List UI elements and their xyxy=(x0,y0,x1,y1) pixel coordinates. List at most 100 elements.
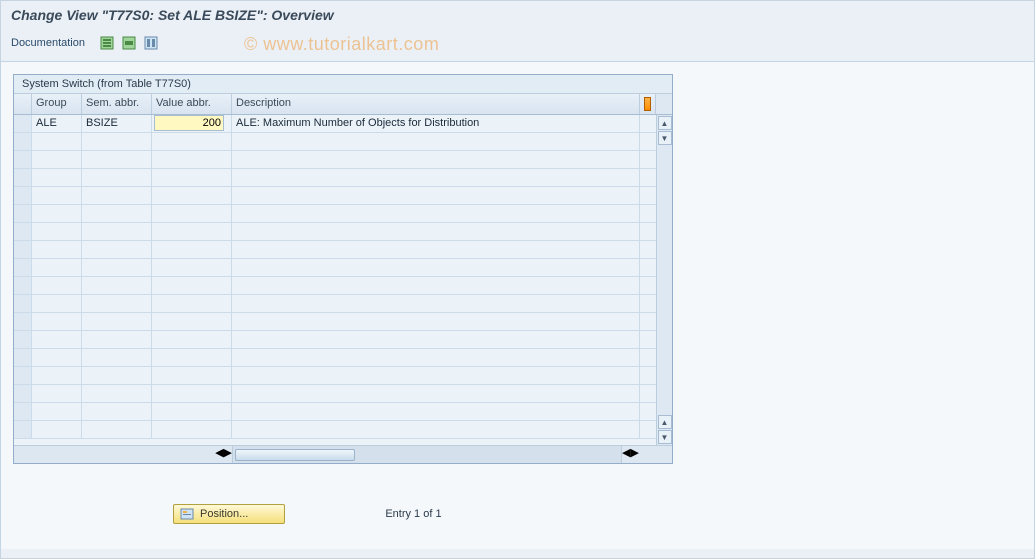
table-row[interactable] xyxy=(14,277,672,295)
cell-description xyxy=(232,169,640,186)
table-settings-button[interactable] xyxy=(640,94,656,114)
position-button[interactable]: Position... xyxy=(173,504,285,524)
cell-sem-abbr xyxy=(82,421,152,438)
select-all-column[interactable] xyxy=(14,94,32,114)
row-selector[interactable] xyxy=(14,349,32,366)
cell-value-abbr xyxy=(152,133,232,150)
table-panel: System Switch (from Table T77S0) Group S… xyxy=(13,74,673,464)
cell-group xyxy=(32,241,82,258)
cell-sem-abbr xyxy=(82,331,152,348)
scroll-right-full-icon[interactable]: ▶ xyxy=(630,446,638,463)
table-row[interactable] xyxy=(14,223,672,241)
cell-value-abbr xyxy=(152,385,232,402)
cell-group xyxy=(32,349,82,366)
scroll-left-full-icon[interactable]: ◀ xyxy=(215,446,223,463)
cell-sem-abbr xyxy=(82,169,152,186)
row-selector[interactable] xyxy=(14,259,32,276)
cell-group xyxy=(32,133,82,150)
scroll-down-icon[interactable]: ▼ xyxy=(658,430,672,444)
toolbar: Documentation xyxy=(1,31,1034,62)
cell-description xyxy=(232,331,640,348)
cell-value-abbr xyxy=(152,421,232,438)
cell-description xyxy=(232,259,640,276)
cell-sem-abbr xyxy=(82,403,152,420)
table-row[interactable] xyxy=(14,241,672,259)
row-selector[interactable] xyxy=(14,241,32,258)
cell-group xyxy=(32,259,82,276)
table-row[interactable]: ALEBSIZEALE: Maximum Number of Objects f… xyxy=(14,115,672,133)
cell-description xyxy=(232,385,640,402)
table-row[interactable] xyxy=(14,205,672,223)
table-row[interactable] xyxy=(14,151,672,169)
table-row[interactable] xyxy=(14,133,672,151)
horizontal-scrollbar[interactable] xyxy=(232,446,622,463)
column-description[interactable]: Description xyxy=(232,94,640,114)
cell-sem-abbr xyxy=(82,187,152,204)
scroll-right-step-icon[interactable]: ▶ xyxy=(224,446,232,463)
table-row[interactable] xyxy=(14,421,672,439)
cell-group: ALE xyxy=(32,115,82,132)
row-selector[interactable] xyxy=(14,223,32,240)
cell-value-abbr xyxy=(152,187,232,204)
page-title: Change View "T77S0: Set ALE BSIZE": Over… xyxy=(1,1,1034,31)
row-selector[interactable] xyxy=(14,151,32,168)
position-icon xyxy=(180,507,194,521)
row-selector[interactable] xyxy=(14,205,32,222)
cell-description xyxy=(232,367,640,384)
cell-value-abbr xyxy=(152,151,232,168)
value-abbr-input[interactable] xyxy=(154,115,224,131)
column-value-abbr[interactable]: Value abbr. xyxy=(152,94,232,114)
table-row[interactable] xyxy=(14,313,672,331)
table-row[interactable] xyxy=(14,169,672,187)
vertical-scrollbar[interactable]: ▲ ▼ ▲ ▼ xyxy=(656,115,672,445)
row-selector[interactable] xyxy=(14,169,32,186)
cell-group xyxy=(32,313,82,330)
position-button-label: Position... xyxy=(200,508,248,520)
row-selector[interactable] xyxy=(14,385,32,402)
table-row[interactable] xyxy=(14,331,672,349)
cell-description xyxy=(232,133,640,150)
scroll-left-step-icon[interactable]: ◀ xyxy=(622,446,630,463)
cell-value-abbr xyxy=(152,403,232,420)
scroll-up-icon[interactable]: ▲ xyxy=(658,116,672,130)
table-row[interactable] xyxy=(14,259,672,277)
row-selector[interactable] xyxy=(14,187,32,204)
row-selector[interactable] xyxy=(14,331,32,348)
row-selector[interactable] xyxy=(14,421,32,438)
documentation-link[interactable]: Documentation xyxy=(11,37,85,49)
cell-description xyxy=(232,187,640,204)
collapse-all-icon[interactable] xyxy=(121,35,137,51)
cell-description xyxy=(232,205,640,222)
cell-group xyxy=(32,205,82,222)
column-sem-abbr[interactable]: Sem. abbr. xyxy=(82,94,152,114)
row-selector[interactable] xyxy=(14,115,32,132)
table-row[interactable] xyxy=(14,187,672,205)
table-body: ALEBSIZEALE: Maximum Number of Objects f… xyxy=(14,115,672,445)
select-all-icon[interactable] xyxy=(143,35,159,51)
table-row[interactable] xyxy=(14,295,672,313)
cell-value-abbr xyxy=(152,241,232,258)
column-group[interactable]: Group xyxy=(32,94,82,114)
scroll-up-step-icon[interactable]: ▲ xyxy=(658,415,672,429)
scroll-down-step-icon[interactable]: ▼ xyxy=(658,131,672,145)
cell-group xyxy=(32,151,82,168)
table-row[interactable] xyxy=(14,367,672,385)
scroll-thumb[interactable] xyxy=(235,449,355,461)
row-selector[interactable] xyxy=(14,313,32,330)
row-selector[interactable] xyxy=(14,403,32,420)
row-selector[interactable] xyxy=(14,367,32,384)
cell-value-abbr xyxy=(152,367,232,384)
table-row[interactable] xyxy=(14,385,672,403)
row-selector[interactable] xyxy=(14,295,32,312)
row-selector[interactable] xyxy=(14,133,32,150)
cell-sem-abbr xyxy=(82,385,152,402)
table-row[interactable] xyxy=(14,403,672,421)
cell-group xyxy=(32,403,82,420)
cell-description xyxy=(232,223,640,240)
cell-value-abbr xyxy=(152,205,232,222)
expand-all-icon[interactable] xyxy=(99,35,115,51)
cell-value-abbr xyxy=(152,277,232,294)
row-selector[interactable] xyxy=(14,277,32,294)
table-row[interactable] xyxy=(14,349,672,367)
cell-group xyxy=(32,331,82,348)
